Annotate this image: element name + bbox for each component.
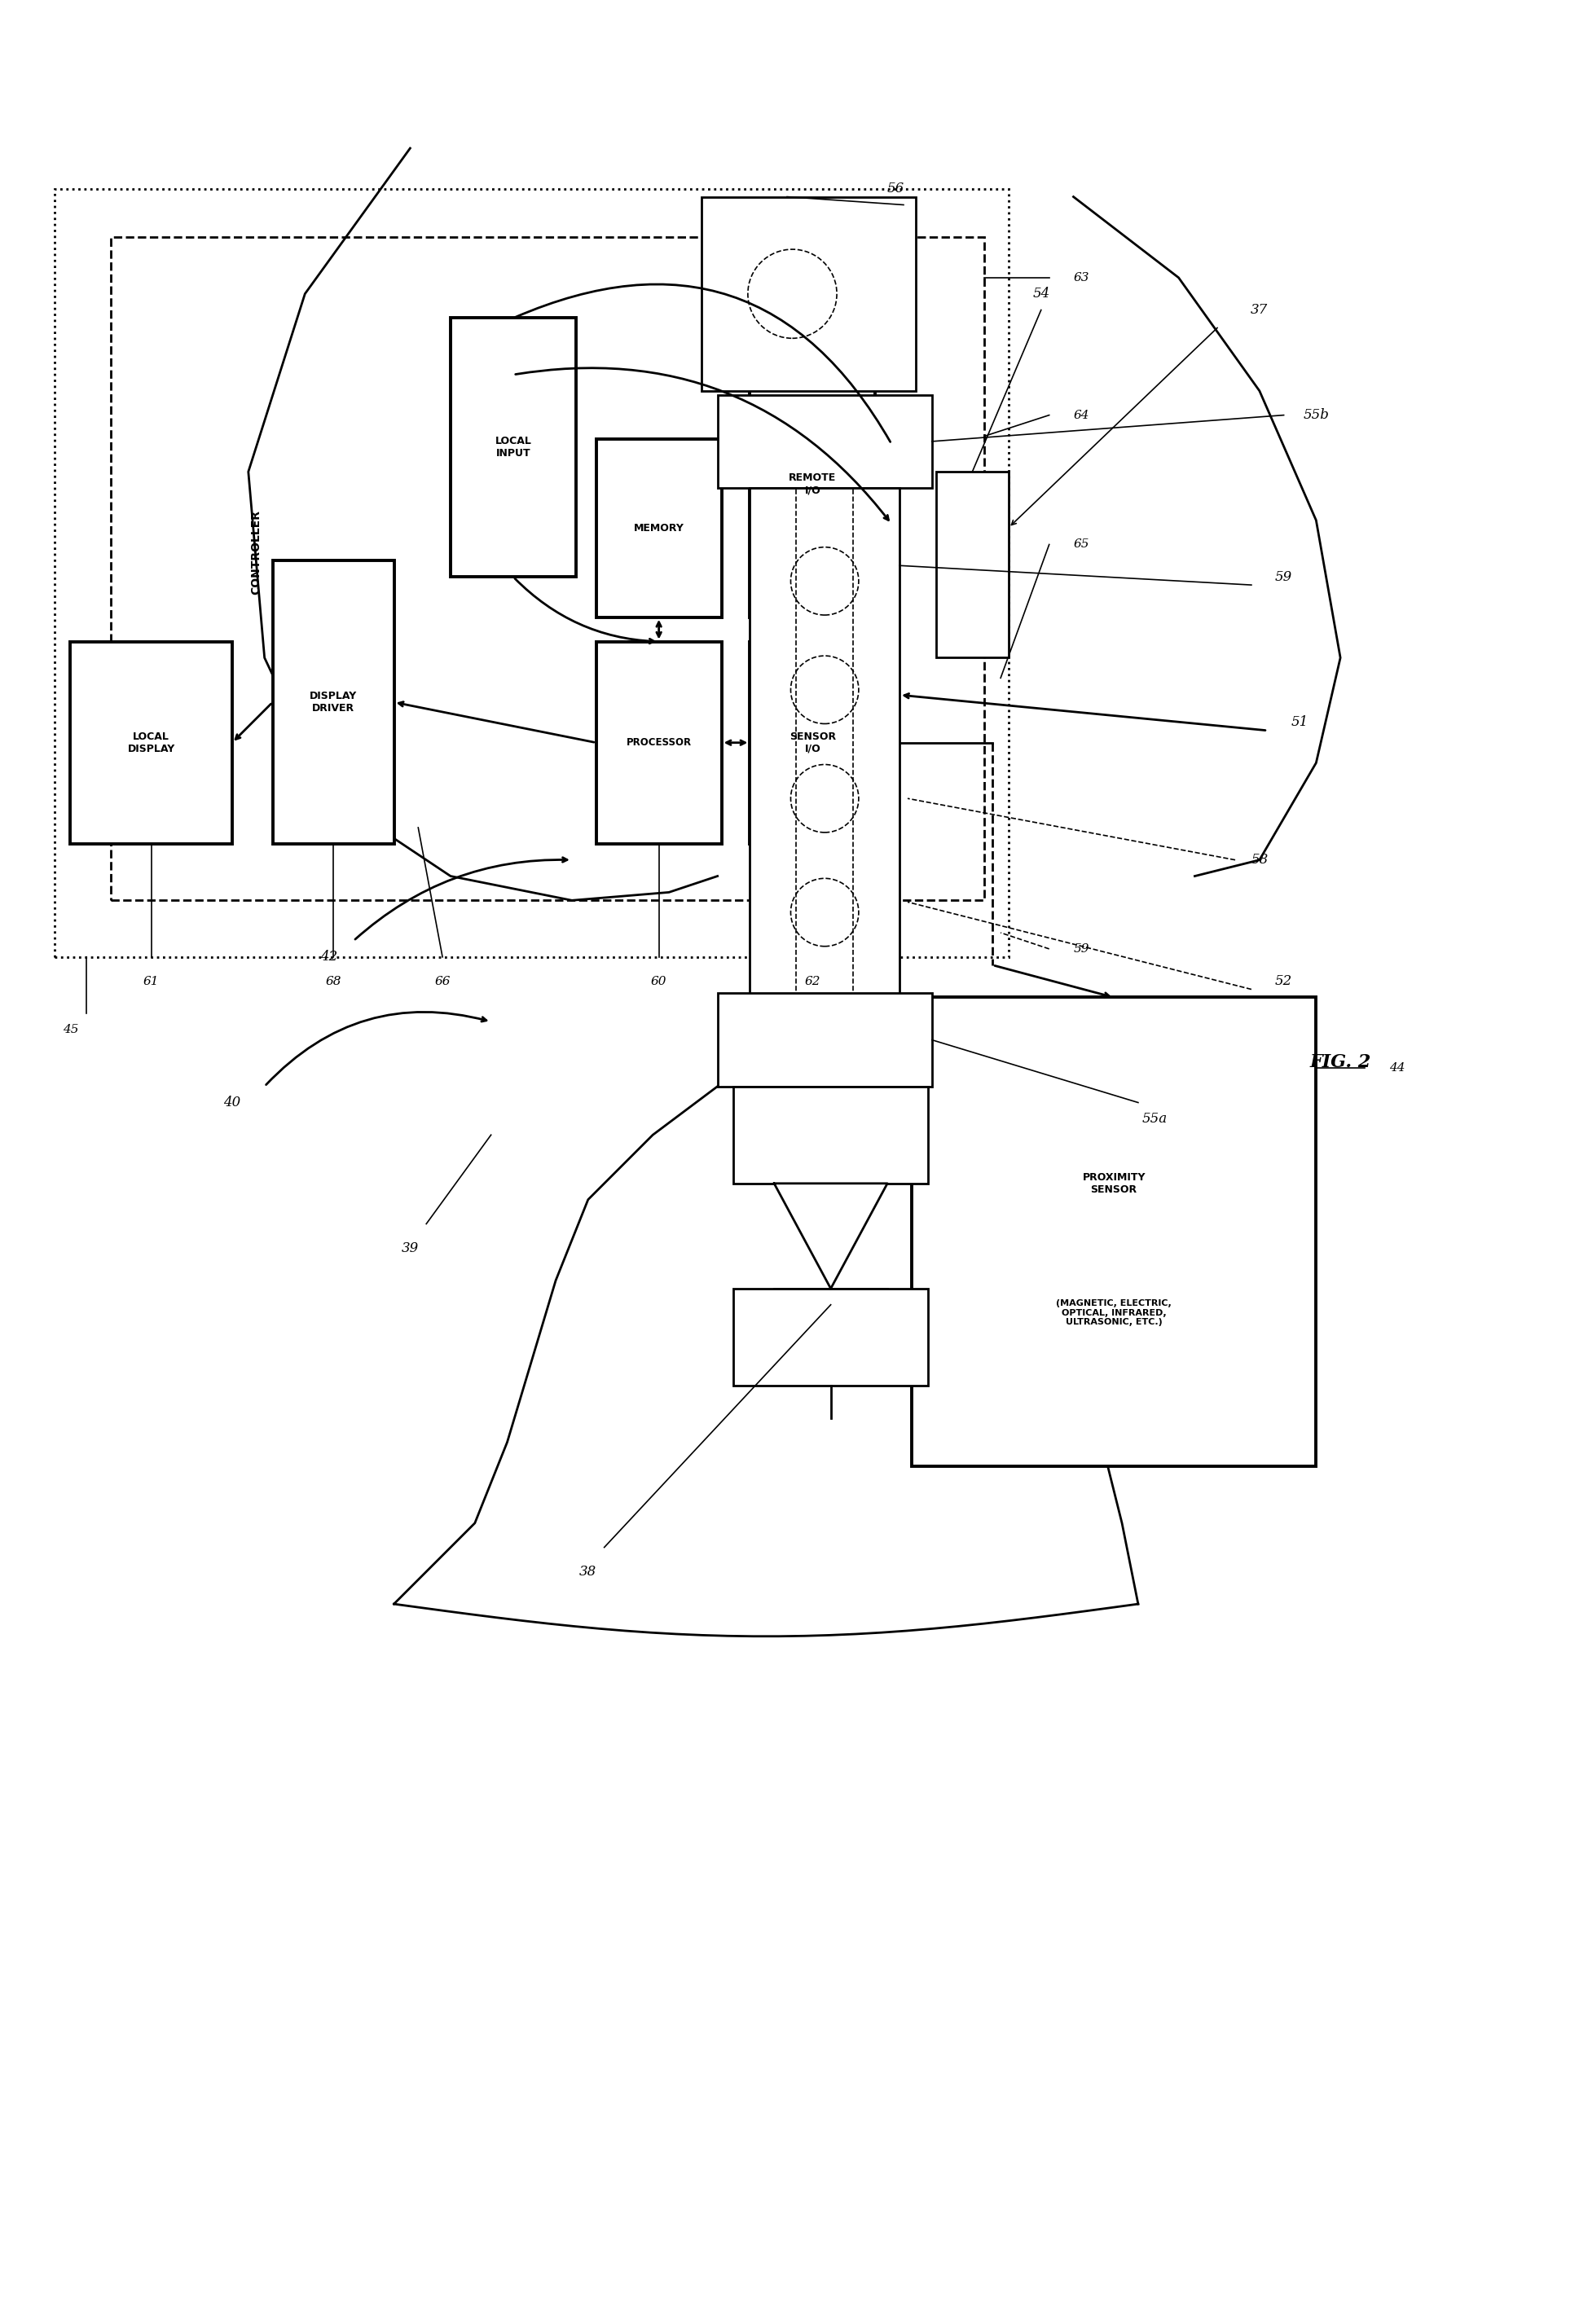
Bar [911,997,1317,1466]
Text: REMOTE
I/O: REMOTE I/O [790,472,837,495]
Text: LOCAL
INPUT: LOCAL INPUT [494,437,532,458]
Text: 45: 45 [63,1025,79,1037]
Bar [750,641,875,844]
Bar [734,1085,928,1183]
Text: 52: 52 [1276,974,1292,988]
Text: 59: 59 [1276,569,1292,583]
Text: PROCESSOR: PROCESSOR [627,737,692,748]
Text: DISPLAY
DRIVER: DISPLAY DRIVER [309,690,357,713]
Text: 58: 58 [1251,853,1268,867]
Text: 54: 54 [1033,286,1050,300]
Bar [717,992,932,1085]
Text: 38: 38 [579,1564,597,1578]
Text: 64: 64 [1074,409,1090,421]
Text: 55b: 55b [1303,409,1330,423]
Text: CONTROLLER: CONTROLLER [251,511,262,595]
Text: 55a: 55a [1142,1111,1167,1125]
Text: MEMORY: MEMORY [633,523,684,535]
Text: 62: 62 [805,976,821,988]
Text: 56: 56 [887,181,905,195]
Text: 68: 68 [325,976,341,988]
Text: 37: 37 [1251,302,1268,316]
Text: LOCAL
DISPLAY: LOCAL DISPLAY [128,732,175,753]
Bar [111,237,984,899]
Bar [750,351,875,618]
Bar [71,641,232,844]
Text: 63: 63 [1074,272,1090,284]
Text: 61: 61 [144,976,159,988]
Text: 59: 59 [1074,944,1090,955]
Bar [54,188,1009,957]
Text: 65: 65 [1074,539,1090,551]
Bar [717,395,932,488]
Bar [273,560,393,844]
Text: 44: 44 [1390,1062,1405,1074]
Text: 42: 42 [321,951,338,964]
Polygon shape [774,1183,887,1287]
Bar [936,472,1009,658]
Bar [701,198,916,390]
Bar [750,488,900,1006]
Bar [597,641,722,844]
Text: 51: 51 [1292,716,1309,730]
Bar [450,318,576,576]
Text: FIG. 2: FIG. 2 [1309,1053,1371,1071]
Text: PROXIMITY
SENSOR: PROXIMITY SENSOR [1082,1171,1145,1195]
Text: (MAGNETIC, ELECTRIC,
OPTICAL, INFRARED,
ULTRASONIC, ETC.): (MAGNETIC, ELECTRIC, OPTICAL, INFRARED, … [1056,1299,1172,1327]
Text: 60: 60 [651,976,666,988]
Text: 39: 39 [401,1241,418,1255]
Bar [734,1287,928,1385]
Text: 66: 66 [434,976,450,988]
Text: SENSOR
I/O: SENSOR I/O [790,732,835,753]
Bar [597,439,722,618]
Text: 40: 40 [224,1095,242,1109]
